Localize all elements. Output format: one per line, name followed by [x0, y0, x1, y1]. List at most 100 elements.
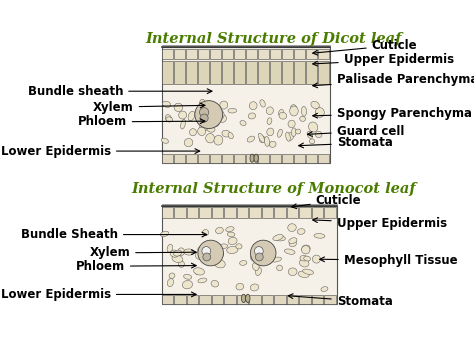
Circle shape: [200, 114, 208, 122]
Bar: [287, 207, 298, 218]
Bar: [199, 295, 211, 304]
Text: Cuticle: Cuticle: [313, 39, 418, 55]
Ellipse shape: [304, 256, 310, 261]
Text: Guard cell: Guard cell: [308, 125, 404, 137]
Text: Phloem: Phloem: [76, 260, 196, 273]
Bar: [174, 207, 186, 218]
Ellipse shape: [269, 141, 276, 147]
Bar: [270, 154, 281, 163]
Ellipse shape: [302, 269, 313, 274]
Ellipse shape: [264, 137, 270, 146]
Bar: [199, 207, 211, 218]
Bar: [210, 154, 221, 163]
Bar: [258, 61, 269, 84]
Bar: [312, 207, 323, 218]
Ellipse shape: [198, 247, 204, 253]
Ellipse shape: [311, 101, 319, 109]
Ellipse shape: [266, 107, 273, 115]
Bar: [174, 295, 186, 304]
Ellipse shape: [214, 260, 225, 268]
Ellipse shape: [250, 254, 260, 262]
Bar: [187, 295, 198, 304]
Ellipse shape: [264, 244, 273, 251]
Text: Upper Epidermis: Upper Epidermis: [313, 217, 447, 230]
Ellipse shape: [236, 283, 244, 290]
Ellipse shape: [300, 116, 306, 121]
Bar: [306, 61, 317, 84]
Circle shape: [202, 247, 211, 256]
Ellipse shape: [182, 280, 192, 289]
Bar: [210, 49, 221, 59]
Ellipse shape: [286, 132, 290, 141]
Bar: [299, 207, 311, 218]
Ellipse shape: [314, 234, 325, 238]
Bar: [318, 49, 329, 59]
Bar: [249, 207, 261, 218]
Text: Xylem: Xylem: [90, 246, 196, 260]
Bar: [318, 154, 329, 163]
Ellipse shape: [301, 106, 307, 116]
Ellipse shape: [253, 262, 259, 271]
Ellipse shape: [297, 229, 305, 234]
Text: Stomata: Stomata: [299, 136, 392, 149]
Ellipse shape: [214, 135, 223, 145]
Ellipse shape: [267, 118, 272, 125]
Ellipse shape: [190, 129, 196, 136]
Ellipse shape: [302, 245, 310, 252]
Bar: [282, 154, 293, 163]
Ellipse shape: [240, 120, 246, 126]
Circle shape: [250, 240, 276, 266]
Ellipse shape: [288, 268, 297, 275]
Bar: [162, 295, 173, 304]
Ellipse shape: [195, 269, 201, 274]
Ellipse shape: [260, 100, 265, 107]
Ellipse shape: [277, 265, 283, 271]
Ellipse shape: [179, 111, 187, 119]
Ellipse shape: [263, 258, 272, 264]
Ellipse shape: [277, 129, 283, 137]
Bar: [162, 49, 173, 59]
Bar: [173, 49, 185, 59]
FancyBboxPatch shape: [162, 206, 337, 304]
Ellipse shape: [253, 244, 260, 251]
Ellipse shape: [296, 129, 301, 134]
Ellipse shape: [178, 248, 184, 256]
Bar: [270, 49, 281, 59]
Ellipse shape: [161, 138, 168, 143]
Bar: [294, 49, 305, 59]
Ellipse shape: [228, 237, 237, 245]
Ellipse shape: [241, 294, 246, 302]
Ellipse shape: [184, 138, 193, 147]
Ellipse shape: [321, 286, 328, 291]
Ellipse shape: [257, 257, 266, 266]
Ellipse shape: [219, 244, 228, 249]
Ellipse shape: [263, 249, 272, 256]
Bar: [283, 61, 292, 84]
Ellipse shape: [227, 232, 235, 237]
Bar: [162, 207, 173, 218]
Text: Phloem: Phloem: [78, 115, 205, 129]
Ellipse shape: [227, 246, 238, 253]
Ellipse shape: [300, 259, 309, 267]
Bar: [224, 207, 236, 218]
Ellipse shape: [291, 105, 297, 110]
Ellipse shape: [193, 268, 205, 275]
Ellipse shape: [289, 238, 297, 244]
Ellipse shape: [259, 136, 265, 142]
Ellipse shape: [228, 108, 237, 113]
Ellipse shape: [300, 255, 308, 261]
Ellipse shape: [310, 139, 315, 144]
Bar: [222, 61, 233, 84]
Bar: [234, 154, 245, 163]
Bar: [187, 207, 198, 218]
Bar: [319, 61, 328, 84]
Circle shape: [200, 108, 209, 117]
Bar: [312, 295, 323, 304]
Ellipse shape: [279, 109, 283, 116]
Ellipse shape: [163, 101, 171, 107]
Ellipse shape: [309, 122, 318, 132]
Ellipse shape: [167, 244, 173, 252]
Ellipse shape: [279, 112, 287, 119]
Bar: [246, 49, 257, 59]
Bar: [173, 154, 185, 163]
